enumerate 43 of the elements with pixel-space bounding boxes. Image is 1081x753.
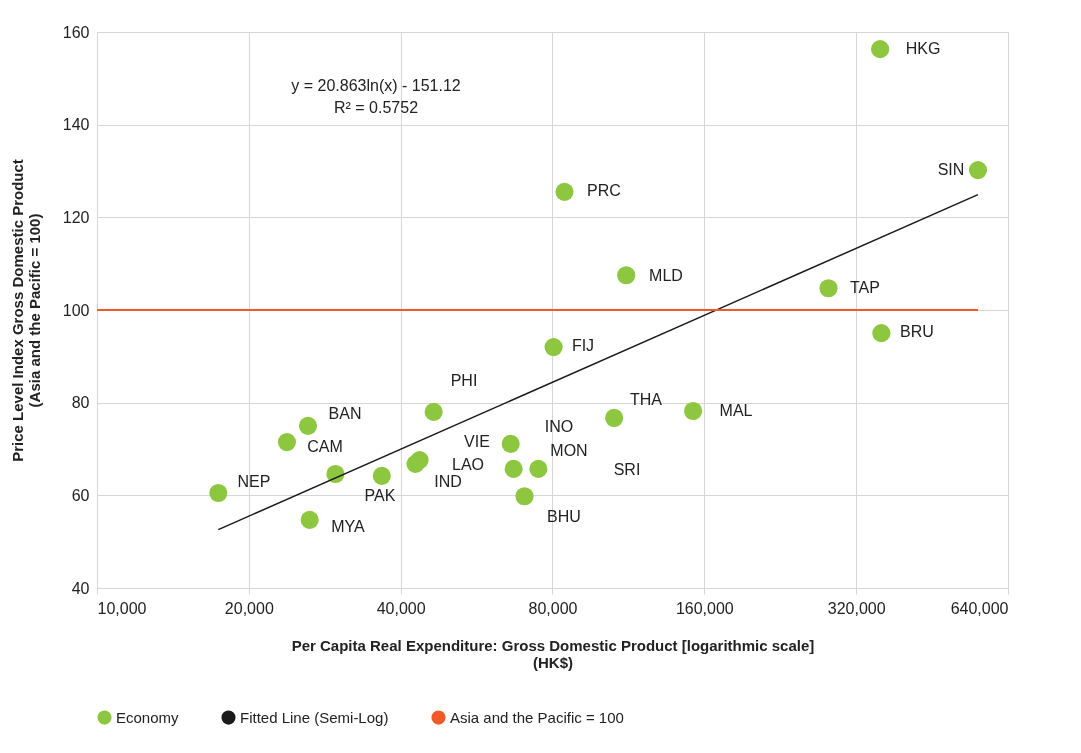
y-tick-label: 120 [62,208,90,226]
annotation: MON [550,442,588,459]
x-tick-label: 160,000 [675,599,734,617]
annotation: FIJ [571,337,595,354]
annotation: CAM [307,438,343,455]
x-tick-label: 10,000 [97,599,147,617]
annotation: MAL [719,402,753,419]
x-tick-label: 20,000 [224,599,274,617]
annotation: y = 20.863ln(x) - 151.12 [291,77,461,94]
y-axis-title: Price Level Index Gross Domestic Product (Asia and the Pacific = 100) [8,159,43,462]
annotation: VIE [464,433,490,450]
y-tick-label: 160 [62,23,90,41]
annotation: TAP [850,279,880,296]
annotation: PHI [450,372,478,389]
x-tick-label: 320,000 [827,599,886,617]
annotation: HKG [905,40,941,57]
annotation: THA [630,391,663,408]
annotation: R² = 0.5752 [333,99,419,116]
annotation: SRI [613,461,641,478]
x-axis-title: Per Capita Real Expenditure: Gross Domestic Product [logarithmic scale] (HK$) [291,636,815,671]
x-tick-label: 40,000 [376,599,426,617]
annotation: PAK [364,487,396,504]
annotation: LAO [451,456,485,473]
y-tick-label: 60 [71,486,90,504]
annotation: BHU [547,508,581,525]
annotation: MLD [649,267,683,284]
x-tick-label: 640,000 [950,599,1009,617]
annotation: BAN [328,405,362,422]
x-tick-label: 80,000 [528,599,578,617]
annotation: BRU [900,323,934,340]
annotation: NEP [237,473,271,490]
legend-label: Asia and the Pacific = 100 [450,708,624,726]
y-tick-label: 100 [62,301,90,319]
annotation: IND [434,473,462,490]
annotation: PRC [587,182,621,199]
annotation: INO [544,418,574,435]
legend-label: Economy [116,708,180,726]
y-tick-label: 40 [71,579,90,597]
y-tick-label: 80 [71,394,90,412]
y-tick-label: 140 [62,116,90,134]
legend-label: Fitted Line (Semi-Log) [240,708,389,726]
annotation: SIN [937,161,965,178]
annotation: MYA [331,518,366,535]
